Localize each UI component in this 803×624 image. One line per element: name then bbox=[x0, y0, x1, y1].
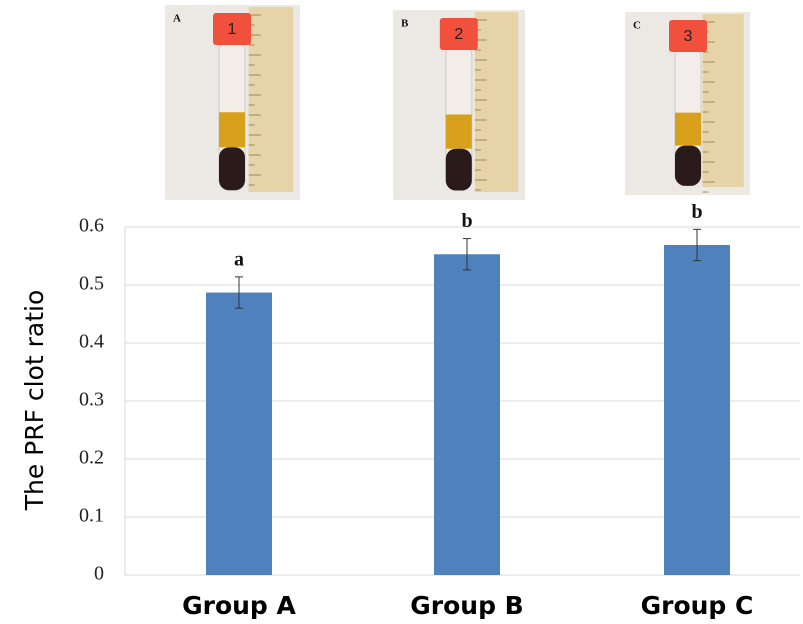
y-tick-label: 0.6 bbox=[79, 215, 104, 237]
significance-label: b bbox=[461, 210, 472, 232]
y-tick-label: 0.4 bbox=[79, 331, 104, 353]
x-tick-label: Group C bbox=[641, 591, 754, 620]
y-tick-label: 0 bbox=[94, 563, 104, 585]
y-tick-label: 0.1 bbox=[79, 505, 104, 527]
x-tick-label: Group A bbox=[182, 591, 296, 620]
cap-number: 2 bbox=[454, 26, 463, 43]
significance-label: a bbox=[234, 248, 244, 270]
y-axis-label: The PRF clot ratio bbox=[20, 290, 49, 512]
photo-label: C bbox=[633, 20, 641, 32]
y-tick-label: 0.2 bbox=[79, 447, 104, 469]
y-tick-label: 0.3 bbox=[79, 389, 104, 411]
bar bbox=[206, 293, 272, 575]
photo: 1A bbox=[165, 5, 300, 200]
cap-number: 1 bbox=[228, 21, 237, 38]
photo-label: A bbox=[173, 13, 181, 25]
photo: 2B bbox=[393, 10, 525, 200]
x-tick-label: Group B bbox=[410, 591, 523, 620]
bar bbox=[434, 254, 500, 575]
ruler bbox=[703, 14, 744, 187]
significance-label: b bbox=[691, 201, 702, 223]
clot bbox=[446, 149, 472, 191]
chart: The PRF clot ratio 0 0.1 0.2 0.3 0.4 0.5 0.6 a G… bbox=[0, 0, 803, 624]
ruler bbox=[475, 12, 519, 192]
photo-label: B bbox=[401, 18, 409, 30]
cap-number: 3 bbox=[684, 28, 693, 45]
y-tick-label: 0.5 bbox=[79, 273, 104, 295]
serum bbox=[446, 115, 472, 149]
clot bbox=[219, 147, 245, 190]
clot bbox=[675, 146, 701, 186]
bar bbox=[664, 245, 730, 575]
photo: 3C bbox=[625, 12, 750, 195]
serum bbox=[675, 113, 701, 146]
serum bbox=[219, 112, 245, 147]
